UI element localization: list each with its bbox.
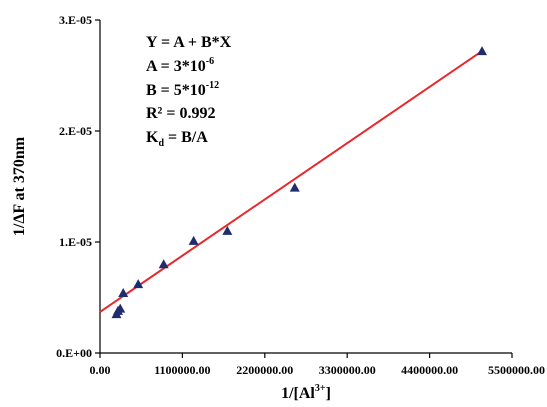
x-axis-title-base: 1/[Al [281,385,315,402]
x-axis-title: 1/[Al3+] [281,383,331,402]
y-tick-label: 1.E-05 [59,235,92,249]
data-point-triangle [222,225,233,235]
coefficient-b-label: B = 5*10-12 [146,80,219,99]
equation-label: Y = A + B*X [146,34,232,51]
y-tick-label: 2.E-05 [59,124,92,138]
x-tick-label: 1100000.00 [154,363,210,377]
y-axis-title: 1/ΔF at 370nm [11,136,28,236]
r-squared-label: R² = 0.992 [146,105,215,122]
x-tick-label: 2200000.00 [236,363,293,377]
kd-label: Kd = B/A [146,129,208,149]
y-axis-ticks: 0.E+00 1.E-05 2.E-05 3.E-05 [56,13,100,360]
data-point-triangle [289,182,300,192]
data-point-triangle [115,303,126,313]
x-tick-label: 5500000.00 [488,363,545,377]
y-tick-label: 3.E-05 [59,13,92,27]
data-point-triangle [118,288,129,298]
regression-annotation: Y = A + B*X A = 3*10-6 B = 5*10-12 R² = … [146,34,232,149]
coefficient-a-label: A = 3*10-6 [146,56,214,75]
data-point-triangle [188,235,199,245]
data-point-triangle [477,46,488,56]
fit-line-group [99,50,483,313]
plot-lines [99,20,512,354]
x-axis-ticks: 0.00 1100000.00 2200000.00 3300000.00 440000… [90,353,545,377]
data-point-triangle [133,279,144,289]
data-point-triangle [158,259,169,269]
x-axis-title-sup: 3+ [315,383,326,394]
x-tick-label: 0.00 [90,363,111,377]
y-tick-label: 0.E+00 [56,346,92,360]
data-points [111,46,488,319]
x-axis-title-close: ] [326,385,331,402]
x-tick-label: 3300000.00 [319,363,376,377]
fit-line [99,50,483,313]
x-tick-label: 4400000.00 [401,363,458,377]
